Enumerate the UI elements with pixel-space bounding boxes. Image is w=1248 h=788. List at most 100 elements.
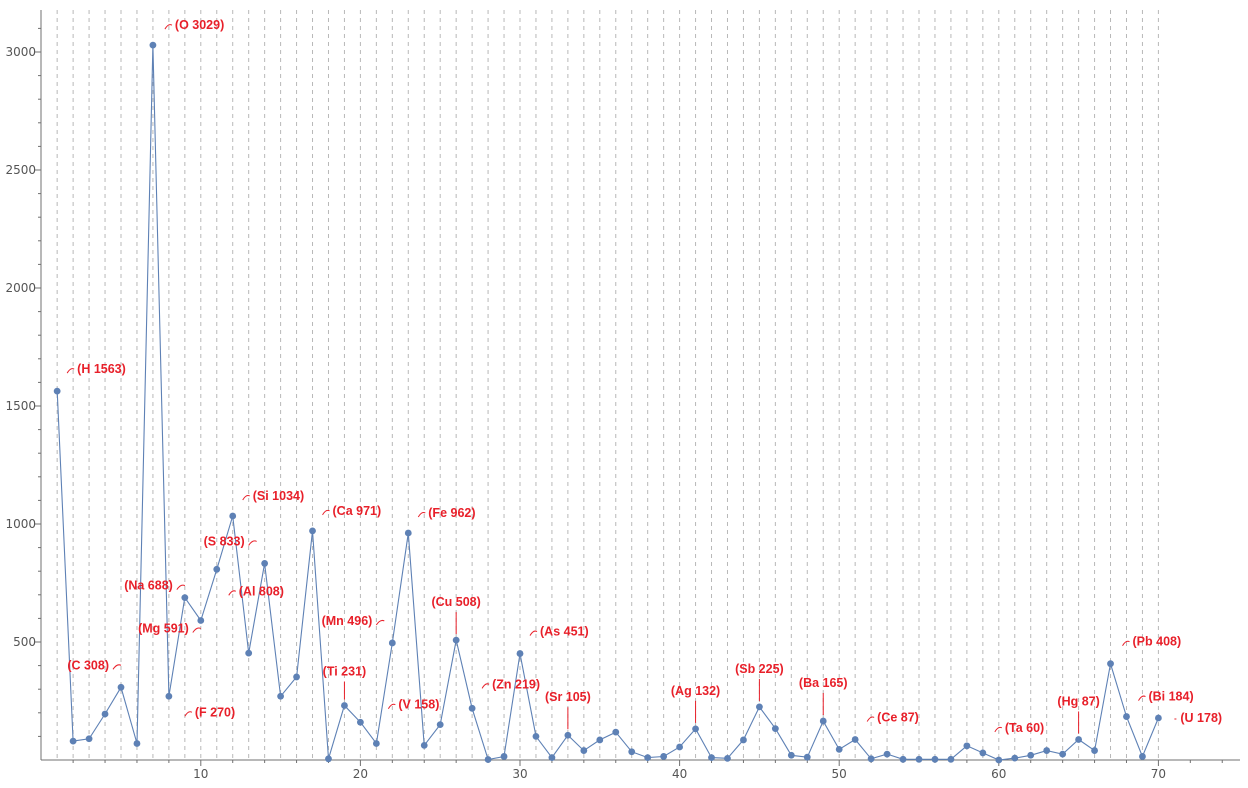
annotation-leader xyxy=(112,664,122,670)
data-point xyxy=(756,703,763,711)
annotation-leader xyxy=(164,24,173,30)
x-tick-label: 20 xyxy=(353,767,368,781)
data-point xyxy=(787,751,795,759)
data-point xyxy=(660,753,668,760)
data-point xyxy=(899,755,907,763)
annotation-leader xyxy=(248,540,257,546)
x-tick-label: 60 xyxy=(991,767,1006,781)
data-point xyxy=(1011,754,1019,762)
data-point xyxy=(372,740,380,747)
data-point xyxy=(740,736,747,744)
annotation-leader xyxy=(1138,695,1146,701)
point-label: (Sr 105) xyxy=(545,690,591,704)
data-point xyxy=(596,736,604,744)
point-label: (Zn 219) xyxy=(492,677,540,691)
y-tick-label: 2500 xyxy=(5,163,36,177)
series-line xyxy=(56,45,1159,761)
point-label: (F 270) xyxy=(195,705,235,719)
data-point xyxy=(1155,714,1162,722)
data-point xyxy=(388,639,396,647)
point-label: (Ce 87) xyxy=(877,710,919,724)
point-label: (Hg 87) xyxy=(1057,694,1099,708)
data-point xyxy=(819,717,827,725)
x-tick-label: 30 xyxy=(512,767,527,781)
data-point xyxy=(1075,736,1082,743)
data-series xyxy=(53,41,1162,764)
data-point xyxy=(724,754,731,762)
data-point xyxy=(165,692,173,700)
annotation-leader xyxy=(387,703,396,709)
point-label: (C 308) xyxy=(67,658,109,672)
point-label: (Ca 971) xyxy=(333,504,382,518)
data-point xyxy=(229,512,237,520)
data-point xyxy=(947,755,955,763)
annotation-leader xyxy=(192,627,202,633)
annotation-leader xyxy=(866,716,875,722)
y-tick-label: 2000 xyxy=(5,281,36,295)
point-label: (O 3029) xyxy=(175,18,224,32)
annotation-leader xyxy=(322,509,330,516)
data-point xyxy=(117,683,125,691)
point-label: (Ta 60) xyxy=(1005,721,1044,735)
data-point xyxy=(1027,751,1035,759)
data-point xyxy=(676,743,683,751)
point-label: (Cu 508) xyxy=(431,595,480,609)
point-label: (Mn 496) xyxy=(322,614,373,628)
data-point xyxy=(644,754,652,762)
annotation-leader xyxy=(184,711,193,717)
x-tick-label: 50 xyxy=(832,767,847,781)
point-label: (Na 688) xyxy=(124,579,173,593)
annotation-leader xyxy=(66,368,75,374)
point-label: (Sb 225) xyxy=(735,662,784,676)
data-point xyxy=(548,754,556,762)
data-point xyxy=(931,755,939,763)
data-point xyxy=(357,718,364,726)
point-label: (Mg 591) xyxy=(138,622,189,636)
data-point xyxy=(309,527,316,535)
axes: 10 20 30 40 50 60 70 500 1000 1500 2000 2500 3000 xyxy=(5,10,1240,781)
annotation-leader xyxy=(1122,640,1130,646)
data-point xyxy=(261,560,269,567)
data-point xyxy=(564,731,572,739)
y-tick-label: 3000 xyxy=(5,45,36,59)
point-label: (H 1563) xyxy=(77,362,126,376)
annotation-leader xyxy=(994,726,1003,733)
data-point xyxy=(197,617,205,624)
data-point xyxy=(484,756,492,763)
point-label: (Pb 408) xyxy=(1133,635,1182,649)
annotation-leader xyxy=(242,494,250,501)
data-point xyxy=(468,704,476,712)
data-point xyxy=(500,753,508,760)
point-annotations: (H 1563) (C 308) (O 3029) (F 270) (Na 688) (M… xyxy=(66,18,1222,735)
data-point xyxy=(580,747,588,754)
data-point xyxy=(277,692,284,700)
data-point xyxy=(995,756,1003,764)
vertical-gridlines xyxy=(56,10,1159,760)
annotation-leader xyxy=(375,619,385,626)
annotation-leader xyxy=(529,630,538,636)
data-point xyxy=(612,728,620,736)
point-label: (Ba 165) xyxy=(799,676,848,690)
point-label: (Bi 184) xyxy=(1148,690,1193,704)
data-point xyxy=(708,754,715,762)
data-point xyxy=(69,737,77,745)
y-tick-label: 500 xyxy=(13,635,36,649)
annotation-leader xyxy=(417,511,426,518)
annotation-leader xyxy=(176,584,186,590)
data-point xyxy=(516,650,524,657)
point-label: (Fe 962) xyxy=(428,506,475,520)
data-point xyxy=(1091,747,1098,754)
data-point xyxy=(803,753,811,761)
point-label: (S 833) xyxy=(204,534,245,548)
point-label: (Al 808) xyxy=(239,584,284,598)
y-tick-label: 1000 xyxy=(5,517,36,531)
point-label: (Ti 231) xyxy=(323,664,367,678)
x-tick-label: 70 xyxy=(1151,767,1166,781)
data-point xyxy=(293,673,300,681)
data-point xyxy=(1107,660,1114,668)
data-point xyxy=(245,649,253,657)
data-point xyxy=(1139,753,1146,760)
data-point xyxy=(53,387,61,395)
data-point xyxy=(325,755,332,763)
